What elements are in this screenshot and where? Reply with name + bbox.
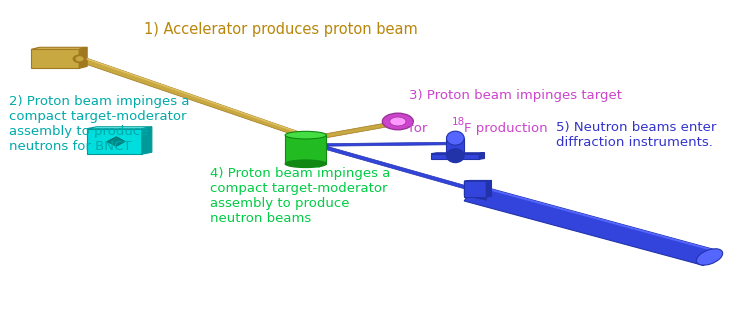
Polygon shape	[431, 153, 485, 154]
Text: 2) Proton beam impinges a
compact target-moderator
assembly to produce
neutrons : 2) Proton beam impinges a compact target…	[9, 95, 189, 153]
Text: 4) Proton beam impinges a
compact target-moderator
assembly to produce
neutron b: 4) Proton beam impinges a compact target…	[210, 167, 391, 225]
Polygon shape	[464, 180, 492, 181]
Ellipse shape	[446, 131, 464, 145]
Ellipse shape	[285, 131, 326, 139]
Polygon shape	[317, 142, 458, 146]
Polygon shape	[314, 135, 318, 143]
Ellipse shape	[697, 249, 722, 265]
Polygon shape	[464, 181, 486, 197]
Polygon shape	[486, 180, 492, 197]
Text: 3) Proton beam impinges target: 3) Proton beam impinges target	[409, 89, 622, 102]
Text: 5) Neutron beams enter
diffraction instruments.: 5) Neutron beams enter diffraction instr…	[556, 121, 716, 149]
Ellipse shape	[446, 149, 464, 162]
Text: for: for	[409, 122, 431, 135]
Polygon shape	[317, 145, 486, 194]
Polygon shape	[32, 47, 87, 49]
Polygon shape	[80, 56, 313, 142]
Polygon shape	[311, 121, 394, 141]
Ellipse shape	[285, 160, 326, 168]
Ellipse shape	[76, 57, 83, 61]
Text: F production: F production	[464, 122, 548, 135]
Polygon shape	[285, 135, 326, 164]
Polygon shape	[87, 129, 142, 154]
Polygon shape	[474, 184, 715, 251]
Polygon shape	[431, 154, 480, 159]
Polygon shape	[32, 49, 79, 68]
Polygon shape	[107, 137, 125, 146]
Polygon shape	[480, 153, 485, 159]
Text: 1) Accelerator produces proton beam: 1) Accelerator produces proton beam	[144, 22, 418, 37]
Polygon shape	[79, 47, 87, 68]
Ellipse shape	[382, 113, 413, 130]
Polygon shape	[302, 136, 314, 143]
Polygon shape	[80, 56, 313, 138]
Polygon shape	[87, 127, 152, 129]
Ellipse shape	[390, 117, 406, 126]
Polygon shape	[464, 181, 486, 200]
Polygon shape	[142, 127, 152, 154]
Ellipse shape	[73, 55, 86, 63]
Text: 18: 18	[452, 117, 465, 127]
Polygon shape	[464, 184, 715, 266]
Polygon shape	[446, 138, 464, 156]
Polygon shape	[302, 135, 318, 136]
